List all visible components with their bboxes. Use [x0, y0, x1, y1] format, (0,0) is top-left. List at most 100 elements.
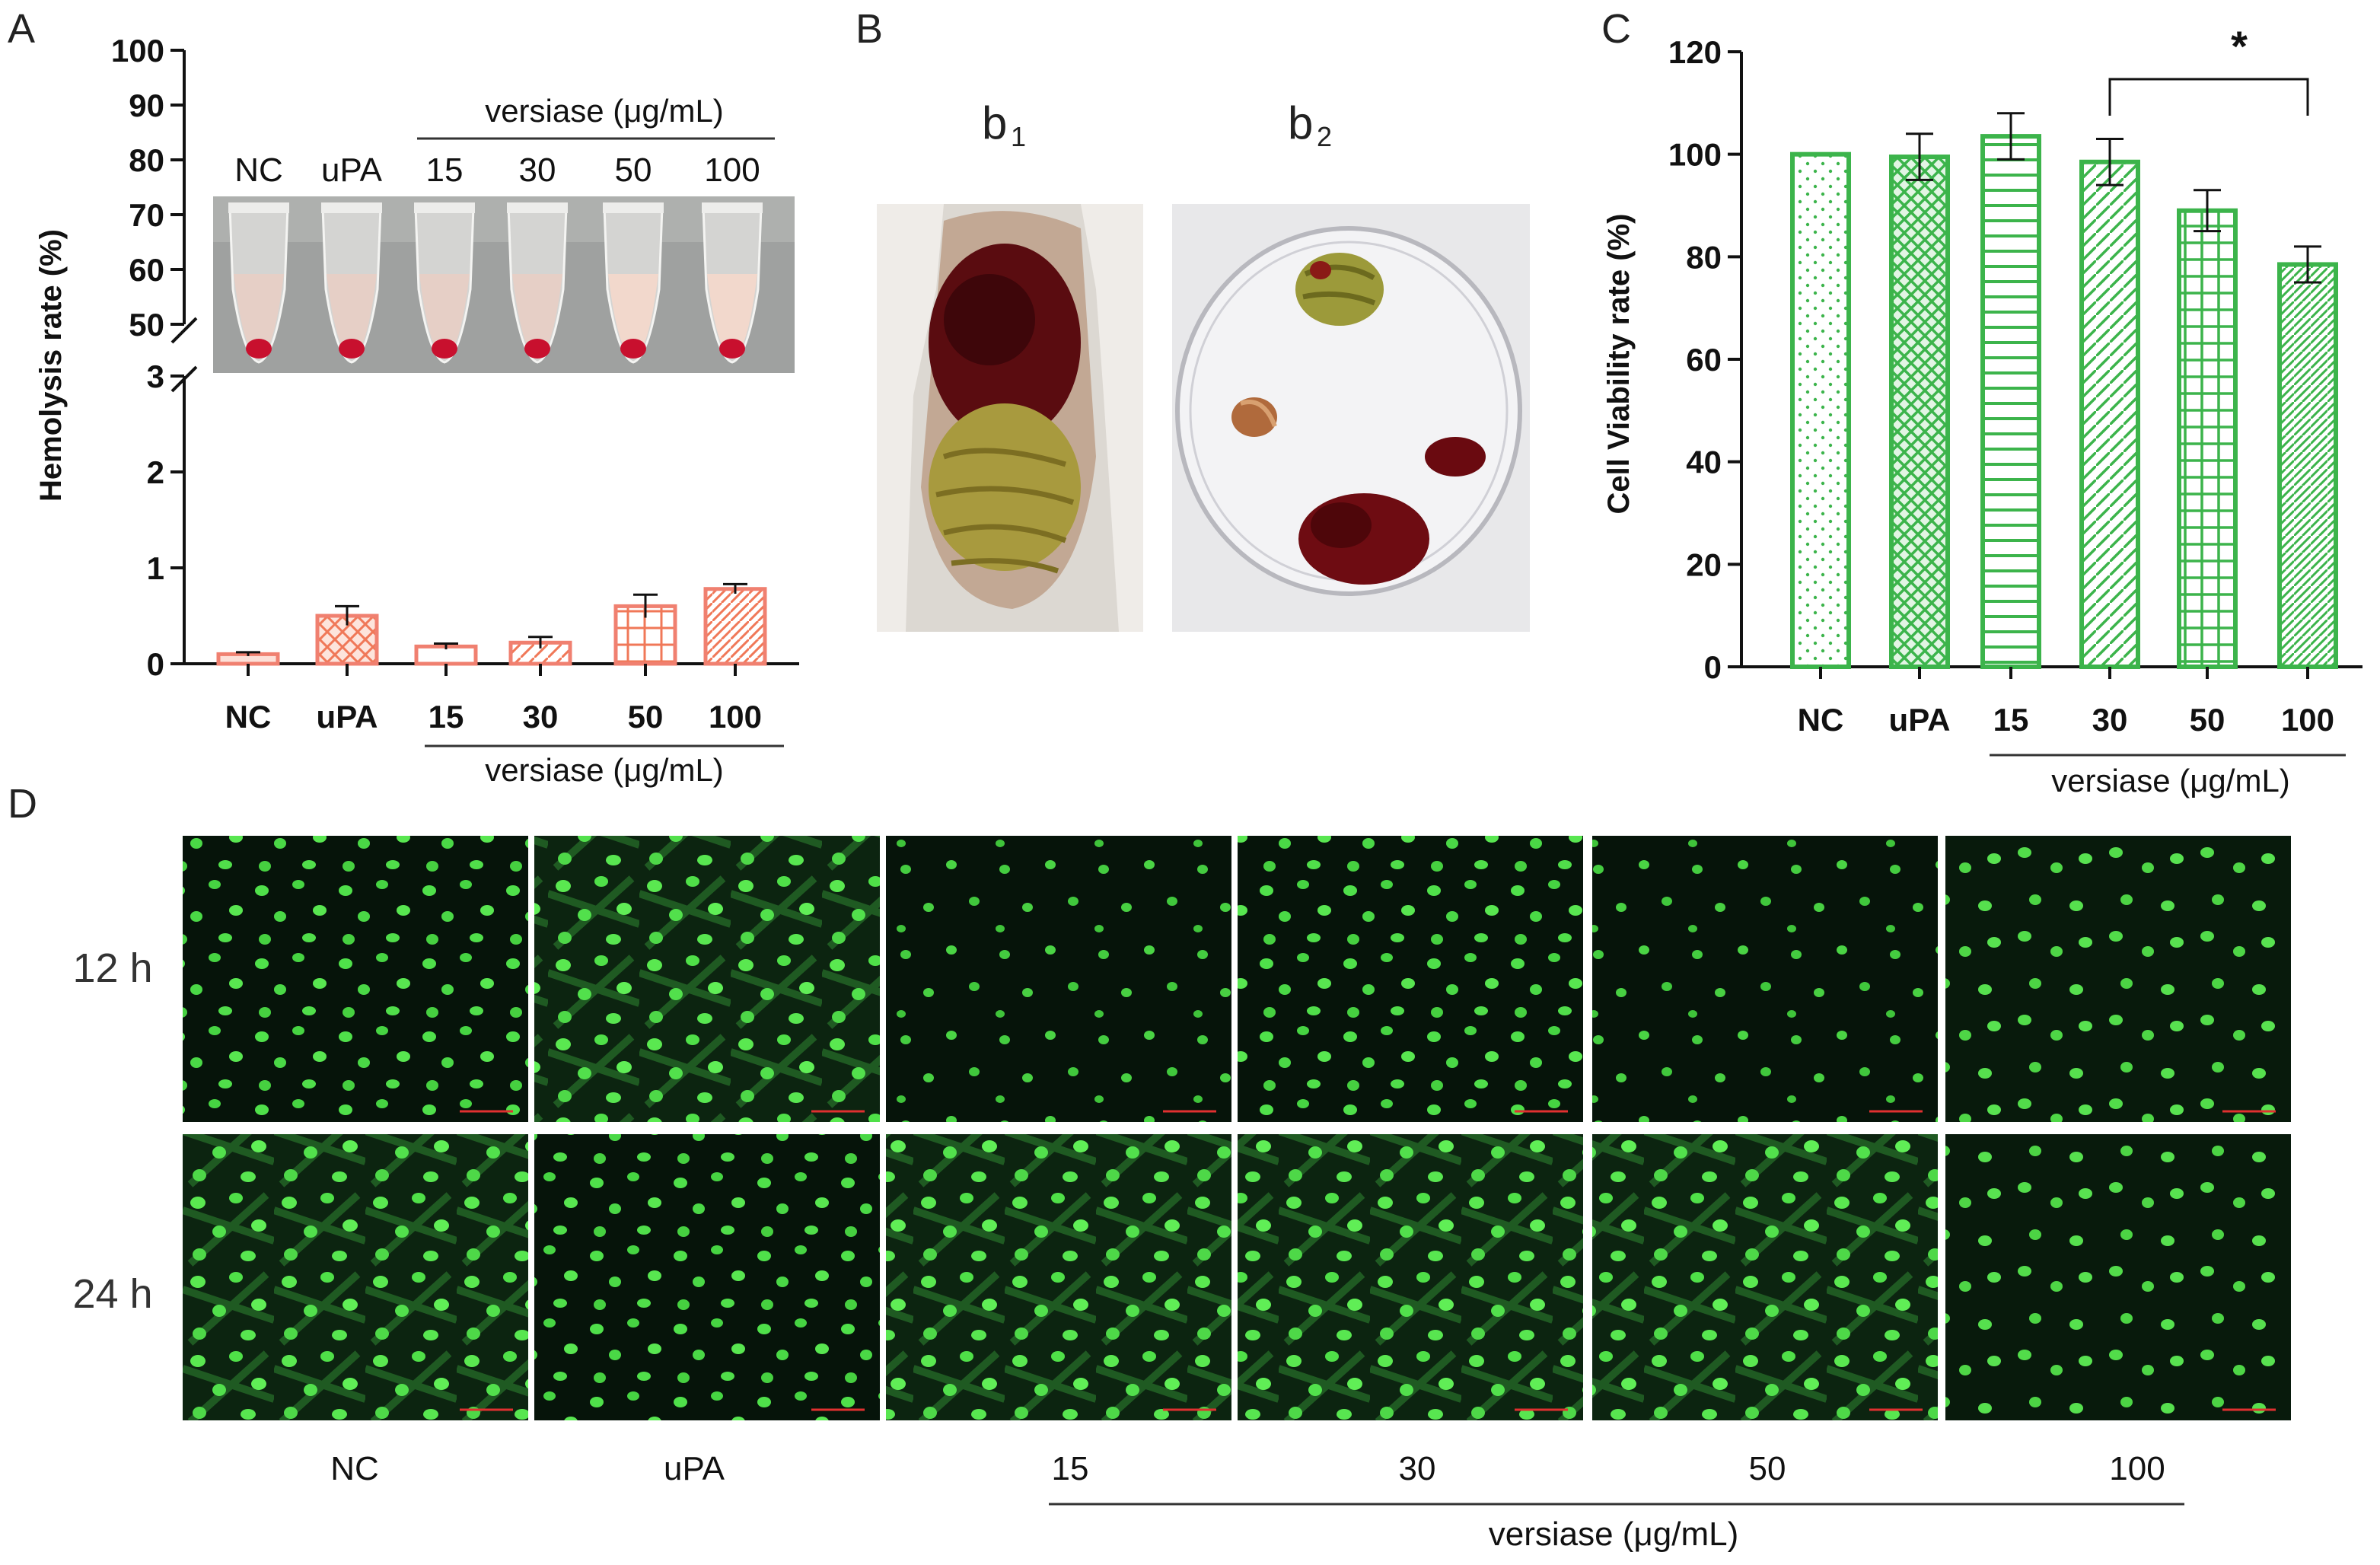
hemolysis-category-label: 100 [709, 699, 762, 735]
hemolysis-category-label: 15 [429, 699, 464, 735]
fluorescence-image [886, 1134, 1231, 1420]
fluorescence-image [183, 1134, 528, 1420]
inset-group-label: versiase (μg/mL) [485, 93, 724, 129]
hemolysis-y-axis-label: Hemolysis rate (%) [34, 229, 68, 502]
b2-petri-dish-photo [1172, 204, 1530, 632]
significance-bracket-line [2108, 78, 2309, 116]
tube-pellet [620, 339, 646, 359]
panel-d-label: D [8, 781, 37, 827]
b1-label-sub: 1 [1011, 121, 1026, 152]
significance-bracket: * [2108, 22, 2309, 116]
panel-d: D 12 h 24 h NC uPA 15 30 50 100 versiase (μg/… [8, 781, 2291, 1553]
fluorescence-column-label: uPA [664, 1450, 725, 1487]
tube [228, 202, 289, 364]
fluorescence-image-field [1592, 836, 1938, 1122]
lower-y-tick-label: 0 [147, 646, 164, 682]
panel-b-label: B [855, 6, 883, 52]
fluorescence-image-field [886, 1134, 1231, 1420]
viability-y-ticks: 0 20 40 60 80 100 120 [1668, 34, 1741, 685]
tube-supernatant [512, 274, 562, 358]
upper-y-ticks: 50 60 70 80 90 100 [111, 33, 184, 343]
tube-supernatant [327, 274, 377, 358]
viability-y-tick-label: 60 [1686, 342, 1722, 378]
hemolysis-group-label: versiase (μg/mL) [485, 752, 724, 788]
tube-cap [507, 202, 568, 213]
viability-y-tick-label: 20 [1686, 547, 1722, 582]
tube-pellet [432, 339, 457, 359]
upper-y-tick-label: 70 [129, 197, 164, 233]
fluorescence-image [1238, 1134, 1583, 1420]
tube [603, 202, 664, 364]
tube-pellet [339, 339, 365, 359]
tube-images [228, 202, 763, 364]
significance-star: * [2231, 22, 2248, 70]
inset-tube-label: NC [234, 151, 283, 189]
fluorescence-image [1592, 1134, 1938, 1420]
panel-c-label: C [1601, 6, 1631, 52]
viability-y-axis-label: Cell Viability rate (%) [1602, 214, 1636, 515]
upper-y-tick-label: 90 [129, 88, 164, 123]
hemolysis-category-label: 30 [523, 699, 559, 735]
tube-supernatant [419, 274, 470, 358]
fluorescence-image [534, 1134, 880, 1420]
viability-bar [1889, 155, 1950, 670]
tube-supernatant [707, 274, 757, 358]
viability-bar [2177, 208, 2238, 669]
fluorescence-image-field [1238, 1134, 1583, 1420]
fluorescence-image [183, 836, 528, 1122]
tube-cap [321, 202, 382, 213]
tube-supernatant [608, 274, 658, 358]
b2-label-sub: 2 [1317, 121, 1332, 152]
fluorescence-column-label: 100 [2109, 1450, 2165, 1487]
tube-cap [228, 202, 289, 213]
fluorescence-column-label: 50 [1749, 1450, 1786, 1487]
upper-y-tick-label: 80 [129, 142, 164, 178]
hemolysis-bars [216, 582, 767, 666]
lower-y-tick-label: 2 [147, 454, 164, 490]
tube-cap [414, 202, 475, 213]
fluorescence-image [1592, 836, 1938, 1122]
b1-dissection-photo [877, 204, 1143, 632]
viability-category-label: NC [1798, 702, 1844, 738]
tube-pellet [524, 339, 550, 359]
row-label-24h: 24 h [72, 1271, 152, 1317]
fluorescence-image [886, 836, 1231, 1122]
viability-y-tick-label: 0 [1704, 649, 1722, 685]
viability-bar [1980, 134, 2041, 670]
tube-pellet [246, 339, 272, 359]
tube-pellet [719, 339, 745, 359]
viability-group-label: versiase (μg/mL) [2051, 763, 2290, 798]
viability-category-label: 15 [1993, 702, 2029, 738]
viability-category-labels: NC uPA 15 30 50 100 [1798, 667, 2334, 738]
tube [321, 202, 382, 364]
viability-bar [2079, 159, 2140, 669]
fluorescence-image-grid [183, 836, 2291, 1420]
fluorescence-image-field [183, 836, 528, 1122]
tube [414, 202, 475, 364]
lower-y-ticks: 0 1 2 3 [147, 359, 184, 682]
tube-inset: versiase (μg/mL) NC uPA 15 30 50 100 [213, 93, 795, 373]
hemolysis-bar [703, 587, 767, 666]
fluorescence-image [1238, 836, 1583, 1122]
hemolysis-category-label: 50 [628, 699, 664, 735]
fluorescence-image-field [534, 1134, 880, 1420]
fluorescence-image-field [534, 836, 880, 1122]
viability-y-tick-label: 100 [1668, 137, 1722, 173]
hemolysis-category-label: NC [225, 699, 272, 735]
fluorescence-column-label: 15 [1052, 1450, 1089, 1487]
viability-y-tick-label: 80 [1686, 239, 1722, 275]
fluorescence-image-field [1945, 836, 2291, 1122]
viability-category-label: uPA [1889, 702, 1951, 738]
hemolysis-category-labels: NC uPA 15 30 50 100 [225, 664, 762, 735]
hemolysis-category-label: uPA [317, 699, 378, 735]
upper-y-tick-label: 60 [129, 252, 164, 288]
b2-label-main: b [1288, 97, 1313, 148]
viability-category-label: 100 [2281, 702, 2334, 738]
viability-y-tick-label: 120 [1668, 34, 1722, 70]
lower-y-tick-label: 3 [147, 359, 164, 394]
inset-tube-label: uPA [321, 151, 383, 189]
viability-category-label: 50 [2190, 702, 2225, 738]
inset-tube-labels: NC uPA 15 30 50 100 [234, 151, 760, 189]
